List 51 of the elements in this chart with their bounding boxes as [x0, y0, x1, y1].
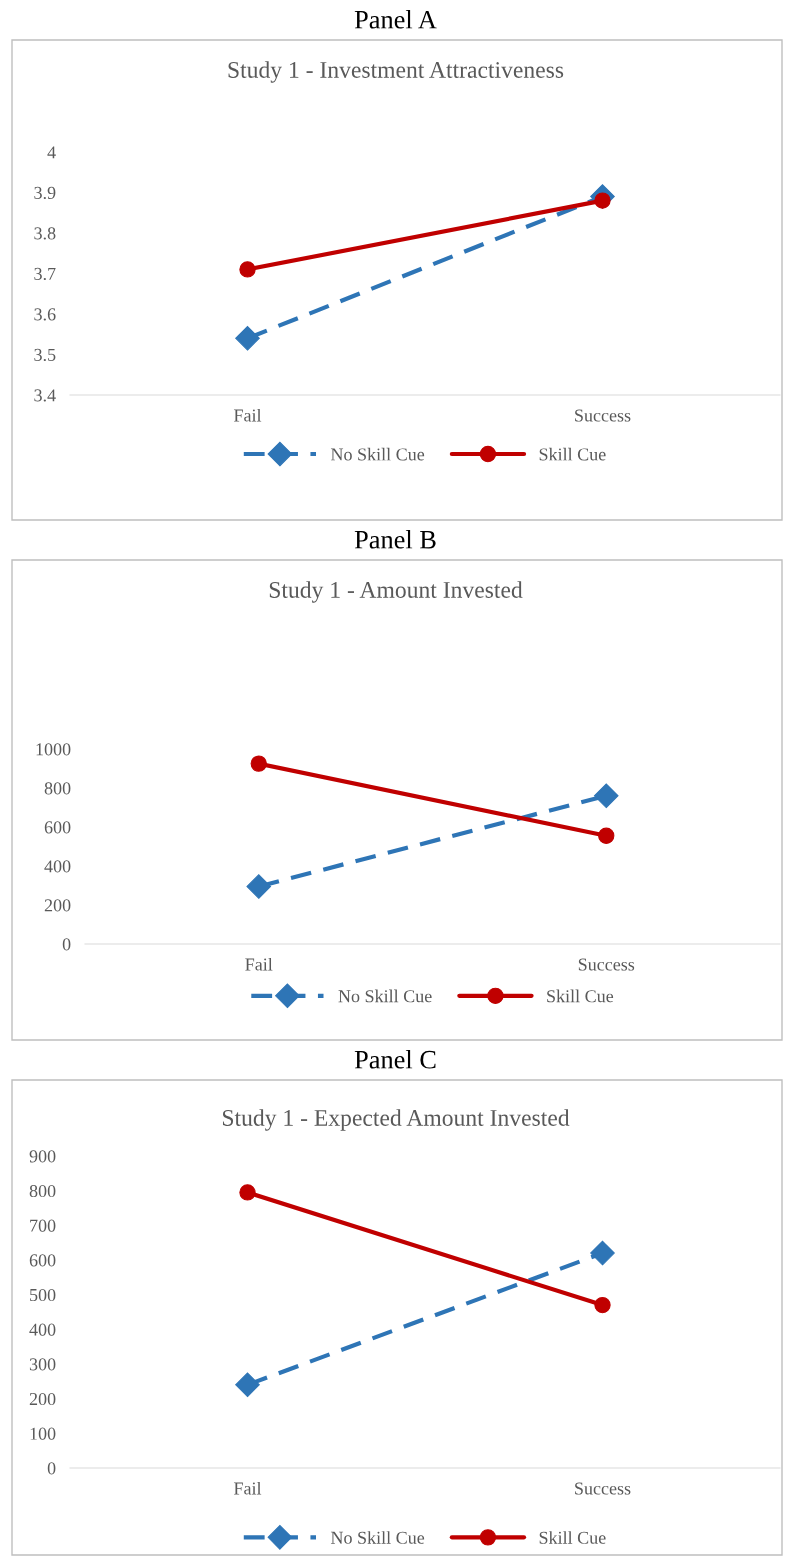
x-tick-label: Fail	[233, 1481, 262, 1495]
y-tick-label: 500	[30, 1288, 56, 1302]
y-tick-label: 3.4	[34, 389, 56, 402]
y-tick-label: 1000	[36, 743, 71, 756]
legend-label: No Skill Cue	[330, 1531, 425, 1544]
y-tick-label: 3.8	[34, 227, 56, 240]
y-tick-label: 800	[29, 1184, 56, 1198]
x-tick-label: Success	[578, 958, 635, 971]
chart-title: Panel B	[354, 530, 436, 549]
x-tick-label: Success	[575, 1482, 631, 1495]
y-tick-label: 0	[62, 938, 71, 951]
point	[250, 755, 267, 772]
point	[594, 1296, 611, 1314]
chart-subtitle: Study 1 - Investment Attractiveness	[228, 61, 564, 83]
y-tick-label: 4	[47, 146, 56, 159]
y-tick-label: 100	[30, 1427, 56, 1440]
y-tick-label: 600	[29, 1254, 56, 1267]
x-tick-label: Fail	[233, 408, 262, 422]
chart-title: Panel A	[354, 10, 437, 29]
point	[593, 783, 619, 809]
point	[598, 827, 615, 844]
x-tick-label: Success	[575, 409, 631, 422]
point	[590, 1240, 615, 1266]
y-tick-label: 3.7	[34, 267, 56, 281]
y-tick-label: 900	[29, 1150, 56, 1163]
x-tick-label: Fail	[245, 957, 273, 971]
y-tick-label: 600	[44, 821, 71, 834]
point	[246, 874, 272, 899]
y-tick-label: 200	[29, 1392, 56, 1406]
y-tick-label: 300	[29, 1358, 56, 1371]
legend-label: No Skill Cue	[338, 989, 432, 1003]
point	[235, 1372, 260, 1398]
y-tick-label: 3.5	[34, 348, 56, 362]
chart-subtitle: Study 1 - Expected Amount Invested	[222, 1109, 570, 1131]
legend-label: Skill Cue	[539, 447, 606, 461]
y-tick-label: 200	[44, 899, 71, 912]
y-tick-label: 400	[44, 860, 71, 873]
point	[239, 261, 256, 278]
chart-title: Panel C	[354, 1050, 436, 1069]
point	[235, 325, 260, 351]
y-tick-label: 0	[47, 1462, 56, 1475]
chart-subtitle: Study 1 - Amount Invested	[269, 581, 523, 603]
y-tick-label: 700	[30, 1219, 56, 1232]
legend-label: No Skill Cue	[330, 447, 425, 461]
y-tick-label: 400	[29, 1323, 56, 1336]
y-tick-label: 3.6	[34, 308, 56, 321]
legend-label: Skill Cue	[547, 989, 614, 1003]
point	[239, 1184, 256, 1201]
legend-label: Skill Cue	[539, 1531, 606, 1544]
y-tick-label: 3.9	[34, 186, 56, 200]
y-tick-label: 800	[44, 782, 71, 795]
